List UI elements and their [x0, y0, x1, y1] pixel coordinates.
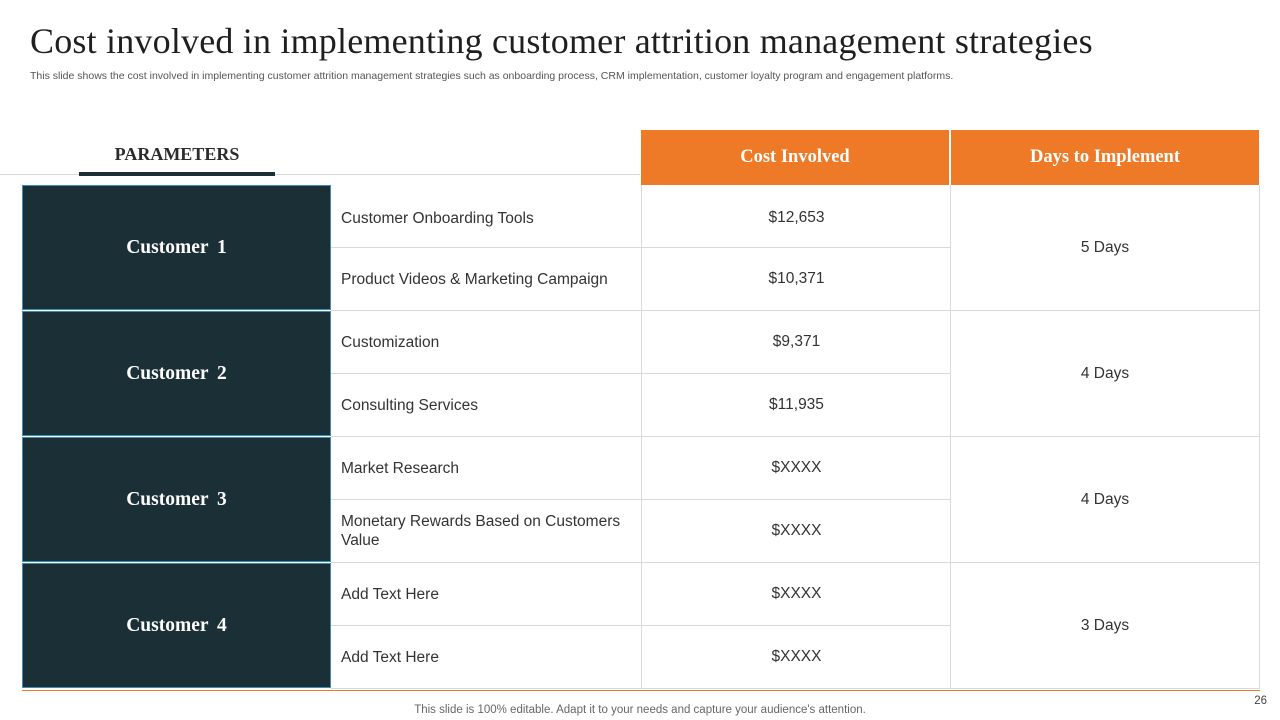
days-cell: 4 Days [950, 437, 1260, 563]
table-cell-cost: $XXXX [641, 563, 951, 626]
customer-1-label: Customer 1 [22, 185, 331, 310]
table-cell-item: Consulting Services [331, 374, 641, 437]
header-days-to-implement: Days to Implement [951, 130, 1259, 185]
table-cell-item: Add Text Here [331, 626, 641, 689]
table-cell-cost: $XXXX [641, 626, 951, 689]
table-cell-item: Market Research [331, 437, 641, 500]
page-number: 26 [1254, 695, 1267, 707]
table-cell-item: Add Text Here [331, 563, 641, 626]
table-cell-item: Customization [331, 311, 641, 374]
parameters-heading: PARAMETERS [114, 144, 240, 164]
parameters-divider [0, 174, 640, 175]
customer-2-label: Customer 2 [22, 311, 331, 436]
table-cell-cost: $12,653 [641, 185, 951, 248]
table-cell-cost: $XXXX [641, 437, 951, 500]
table-cell-item: Customer Onboarding Tools [331, 185, 641, 248]
table-cell-item: Product Videos & Marketing Campaign [331, 248, 641, 311]
slide-subtitle: This slide shows the cost involved in im… [30, 70, 954, 82]
table-cell-item: Monetary Rewards Based on Customers Valu… [331, 500, 641, 563]
slide-title: Cost involved in implementing customer a… [30, 21, 1093, 61]
days-cell: 5 Days [950, 185, 1260, 311]
parameters-underline [79, 172, 275, 176]
table-cell-cost: $11,935 [641, 374, 951, 437]
days-cell: 4 Days [950, 311, 1260, 437]
customer-3-label: Customer 3 [22, 437, 331, 562]
table-cell-cost: $10,371 [641, 248, 951, 311]
header-cost-involved: Cost Involved [641, 130, 949, 185]
table-cell-cost: $XXXX [641, 500, 951, 563]
table-cell-cost: $9,371 [641, 311, 951, 374]
customer-4-label: Customer 4 [22, 563, 331, 688]
slide-footer-note: This slide is 100% editable. Adapt it to… [414, 704, 866, 716]
days-cell: 3 Days [950, 563, 1260, 689]
table-bottom-rule [22, 690, 1260, 691]
